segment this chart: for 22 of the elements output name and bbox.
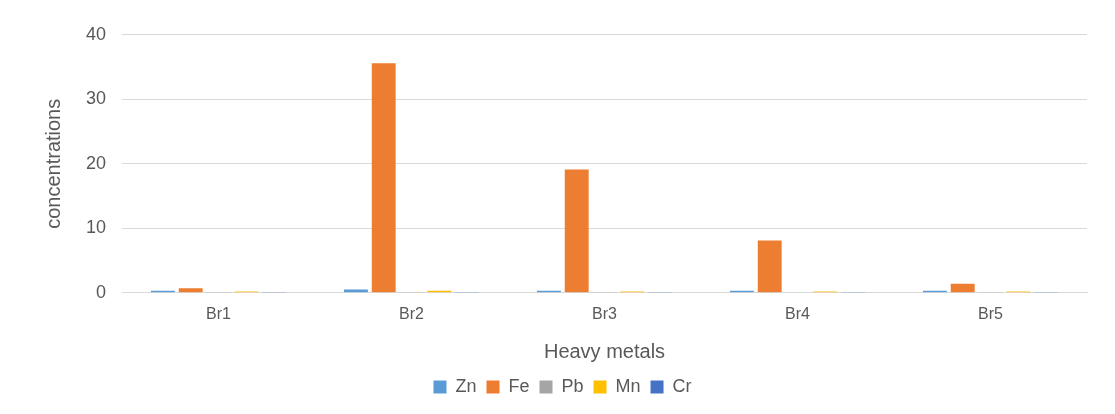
- x-axis-title: Heavy metals: [543, 339, 666, 362]
- legend-label: Cr: [672, 375, 692, 396]
- legend-label: Fe: [508, 375, 530, 396]
- bar: [371, 63, 396, 293]
- y-tick-label: 0: [96, 281, 107, 302]
- bar: [757, 240, 782, 293]
- bar: [950, 283, 975, 293]
- y-tick-label: 30: [85, 88, 107, 109]
- x-tick-label: Br5: [978, 304, 1004, 322]
- y-tick-label: 10: [85, 217, 107, 238]
- x-tick-label: Br3: [592, 304, 618, 322]
- bar: [564, 169, 589, 293]
- legend-label: Pb: [561, 375, 584, 396]
- y-tick-label: 40: [85, 23, 107, 44]
- bar: [178, 288, 203, 293]
- legend-label: Mn: [615, 375, 641, 396]
- y-axis-title: concentrations: [41, 98, 64, 229]
- legend-label: Zn: [455, 375, 477, 396]
- x-tick-label: Br1: [206, 304, 232, 322]
- x-tick-label: Br4: [785, 304, 811, 322]
- y-tick-label: 20: [85, 152, 107, 173]
- x-tick-label: Br2: [399, 304, 425, 322]
